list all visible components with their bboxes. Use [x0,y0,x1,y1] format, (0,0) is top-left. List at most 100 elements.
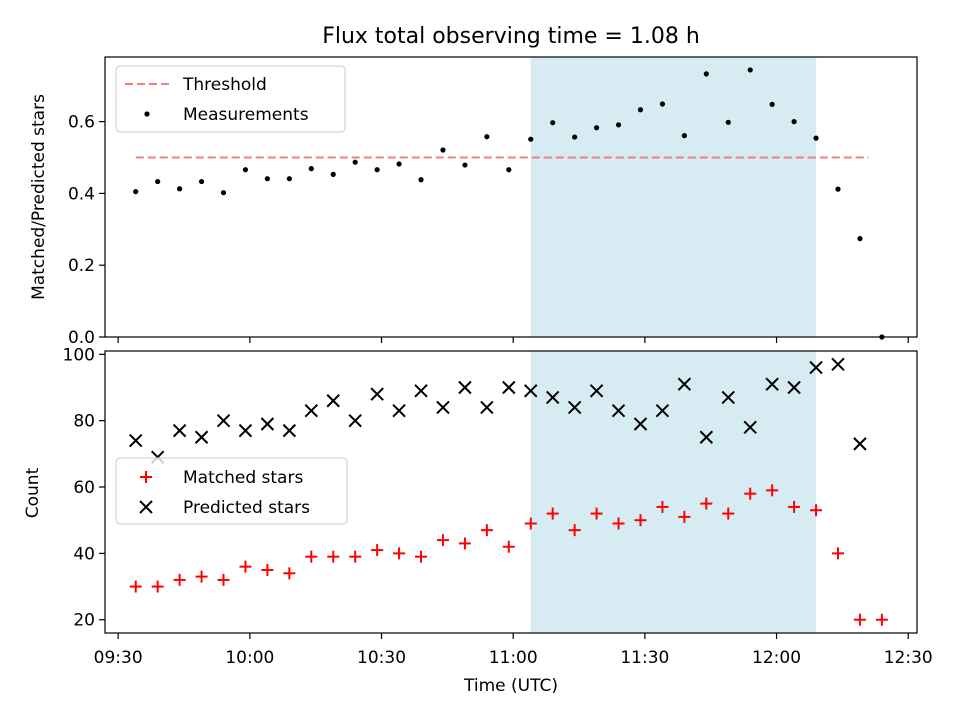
predicted-marker-stroke [743,420,757,435]
x-tick-label: 10:30 [357,648,406,668]
x-tick-label: 11:00 [489,648,538,668]
measurement-point [835,186,841,192]
matched-star-point [371,544,384,557]
matched-star-point [700,497,713,510]
top-panel: 0.0 0.2 0.4 0.6 Matched/Predicted stars Thr… [29,56,918,348]
measurement-point [242,167,249,173]
matched-star-point [129,580,142,593]
predicted-marker-stroke [721,390,735,405]
predicted-marker-stroke [524,384,538,398]
predicted-star-point [611,404,626,418]
top-y-tick-label: 0.2 [68,256,95,276]
matched-star-point [744,487,757,500]
measurement-point [703,71,709,77]
predicted-marker-stroke [129,433,143,448]
predicted-star-point [787,380,801,395]
predicted-star-point [260,417,275,431]
predicted-star-point [677,377,692,391]
matched-star-point [502,540,515,553]
predicted-star-point [567,400,582,415]
predicted-marker-stroke [787,380,801,395]
predicted-legend-marker [139,500,153,514]
matched-legend-marker [140,471,152,483]
predicted-star-point [809,360,823,375]
predicted-star-point [436,400,450,415]
predicted-star-point [633,417,648,431]
x-tick-label: 12:30 [884,648,933,668]
predicted-marker-stroke [655,404,670,418]
predicted-marker-stroke [480,400,494,415]
top-legend-box [115,65,346,133]
measurement-point [813,135,819,141]
bottom-legend: Matched stars Predicted stars [115,457,348,525]
chart-title: Flux total observing time = 1.08 h [322,24,700,49]
matched-star-point [305,550,318,563]
matched-star-point [546,507,559,520]
predicted-legend-label: Predicted stars [183,498,310,518]
x-tick-label: 10:00 [225,648,274,668]
predicted-star-point [392,404,406,418]
bottom-y-tick-label: 60 [73,478,95,498]
bottom-panel: 20 40 60 80 100 09:30 10:00 10:30 11:00 11:30 12:… [23,345,933,696]
predicted-star-point [589,384,604,398]
matched-star-point [810,504,823,517]
predicted-marker-stroke [216,413,231,428]
matched-star-point [327,550,340,563]
matched-star-point [195,570,208,583]
predicted-marker-stroke [282,423,297,438]
matched-star-point [634,514,647,527]
predicted-star-point [282,423,297,438]
measurement-point [769,101,775,107]
predicted-marker-stroke [172,423,187,438]
bottom-y-tick-label: 40 [73,544,95,564]
measurement-point [440,147,446,153]
predicted-marker-stroke [194,430,209,444]
top-y-tick-label: 0.4 [68,184,95,204]
measurement-point [791,119,797,125]
matched-star-point [173,573,186,586]
matched-star-point [349,550,362,563]
top-y-axis-label: Matched/Predicted stars [29,94,49,300]
predicted-star-point [414,384,428,398]
matched-star-point [436,534,449,547]
predicted-star-point [545,390,560,405]
matched-star-point [678,510,691,523]
matched-star-point [656,500,669,513]
predicted-marker-stroke [304,404,318,418]
x-tick-label: 09:30 [94,648,143,668]
measurements-legend-marker [144,111,150,117]
predicted-marker-stroke [545,390,560,405]
top-y-tick-label: 0.6 [68,113,95,133]
measurement-point [550,120,556,126]
measurement-point [374,167,380,173]
predicted-star-point [194,430,209,444]
predicted-marker-stroke [853,437,867,451]
predicted-marker-stroke [370,387,384,401]
predicted-star-point [502,380,516,395]
top-y-tick-label: 0.0 [68,328,95,348]
predicted-marker-stroke [633,417,648,431]
x-tick-label: 11:30 [620,648,669,668]
bottom-y-tick-label: 80 [73,412,95,432]
predicted-marker-stroke [436,400,450,415]
bottom-y-axis-label: Count [23,467,43,518]
measurement-point [155,178,161,185]
predicted-star-point [765,377,779,391]
matched-star-point [480,524,493,537]
predicted-star-point [238,423,253,438]
matched-star-point [415,550,428,563]
matched-star-point [568,524,581,537]
measurement-point [484,134,490,140]
predicted-star-point [721,390,735,405]
predicted-star-point [304,404,318,418]
measurement-point [264,176,270,182]
matched-star-point [151,580,164,593]
predicted-star-point [480,400,494,415]
bottom-highlight-span [530,351,817,633]
top-legend: Threshold Measurements [115,65,346,133]
matched-star-point [722,507,735,520]
predicted-star-point [655,404,670,418]
measurement-point [528,136,534,142]
matched-star-point [788,500,801,513]
measurement-point [418,177,424,183]
